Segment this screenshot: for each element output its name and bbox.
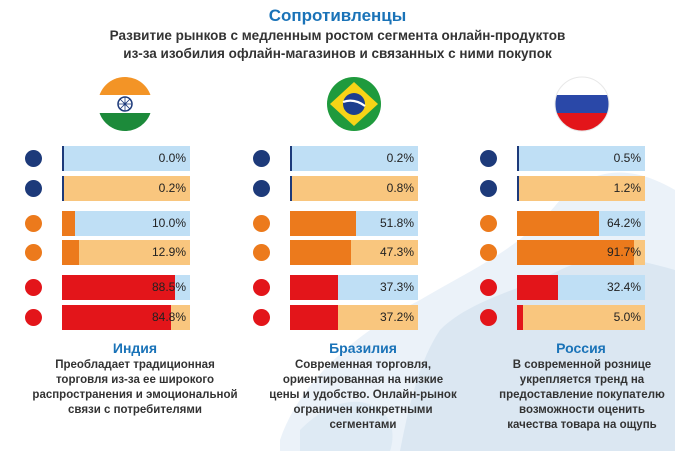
bar-track: 0.2% — [290, 146, 418, 171]
brazil-flag-icon — [327, 77, 381, 131]
description-line: возможности оценить — [519, 404, 645, 416]
bar — [290, 305, 338, 330]
legend-dot — [480, 279, 497, 296]
bar-track: 5.0% — [517, 305, 645, 330]
description-line: сегментами — [329, 419, 397, 431]
legend-dot — [253, 150, 270, 167]
bar-track: 12.9% — [62, 240, 190, 265]
legend-dot — [480, 215, 497, 232]
legend-dot — [25, 150, 42, 167]
legend-dot — [480, 244, 497, 261]
bar-track: 0.2% — [62, 176, 190, 201]
bar — [290, 146, 292, 171]
country-description-russia: В современной рознице укрепляется тренд … — [477, 358, 675, 433]
country-name-russia: Россия — [556, 340, 606, 356]
country-name-brazil: Бразилия — [329, 340, 397, 356]
bar — [517, 146, 519, 171]
bar-value-label: 0.0% — [158, 151, 186, 165]
legend-dot — [25, 180, 42, 197]
bar-track: 88.5% — [62, 275, 190, 300]
bar — [517, 240, 635, 265]
legend-dot — [253, 279, 270, 296]
description-line: предоставление покупателю — [499, 389, 665, 401]
india-flag-icon — [98, 77, 152, 131]
description-line: качества товара на ощупь — [507, 419, 657, 431]
bar-track: 0.5% — [517, 146, 645, 171]
bar-value-label: 47.3% — [379, 245, 414, 259]
page-title: Сопротивленцы — [268, 6, 407, 25]
bar-track: 84.8% — [62, 305, 190, 330]
bar-track: 37.3% — [290, 275, 418, 300]
bar — [62, 240, 79, 265]
bar-value-label: 0.2% — [158, 181, 186, 195]
bar-value-label: 37.2% — [379, 310, 414, 324]
bar-value-label: 5.0% — [613, 310, 641, 324]
bar-value-label: 32.4% — [606, 280, 641, 294]
description-line: распространения и эмоциональной — [32, 389, 238, 401]
bar-track: 0.8% — [290, 176, 418, 201]
bar-track: 32.4% — [517, 275, 645, 300]
bar-value-label: 88.5% — [151, 280, 186, 294]
bar-value-label: 0.2% — [386, 151, 414, 165]
subtitle: Развитие рынков с медленным ростом сегме… — [90, 27, 585, 63]
description-line: связи с потребителями — [68, 404, 202, 416]
legend-dot — [253, 309, 270, 326]
description-line: Преобладает традиционная — [55, 359, 215, 371]
legend-dot — [253, 180, 270, 197]
bar — [290, 176, 292, 201]
bar-value-label: 12.9% — [151, 245, 186, 259]
description-line: В современной рознице — [512, 359, 652, 371]
bar-track: 1.2% — [517, 176, 645, 201]
description-line: Современная торговля, — [294, 359, 432, 371]
legend-dot — [480, 309, 497, 326]
bar-track: 51.8% — [290, 211, 418, 236]
bar-value-label: 10.0% — [151, 216, 186, 230]
subtitle-line-1: Развитие рынков с медленным ростом сегме… — [109, 28, 566, 43]
bar-track: 91.7% — [517, 240, 645, 265]
bar — [290, 240, 351, 265]
legend-dot — [253, 215, 270, 232]
bar-value-label: 0.8% — [386, 181, 414, 195]
bar — [517, 176, 519, 201]
bar-track: 47.3% — [290, 240, 418, 265]
legend-dot — [253, 244, 270, 261]
legend-dot — [25, 244, 42, 261]
bar-value-label: 37.3% — [379, 280, 414, 294]
bar-value-label: 84.8% — [151, 310, 186, 324]
bar-value-label: 64.2% — [606, 216, 641, 230]
bar-value-label: 51.8% — [379, 216, 414, 230]
description-line: укрепляется тренд на — [519, 374, 645, 386]
bar — [290, 275, 338, 300]
country-description-india: Преобладает традиционная торговля из-за … — [30, 358, 240, 418]
bar-track: 0.0% — [62, 146, 190, 171]
bar-value-label: 1.2% — [613, 181, 641, 195]
legend-dot — [480, 150, 497, 167]
bar — [517, 275, 559, 300]
bar-track: 37.2% — [290, 305, 418, 330]
bar — [290, 211, 357, 236]
legend-dot — [25, 279, 42, 296]
bar-value-label: 91.7% — [606, 245, 641, 259]
russia-flag-icon — [554, 76, 610, 132]
description-line: торговля из-за ее широкого — [55, 374, 215, 386]
bar-track: 10.0% — [62, 211, 190, 236]
bar — [62, 176, 64, 201]
legend-dot — [25, 215, 42, 232]
bar — [62, 305, 171, 330]
legend-dot — [25, 309, 42, 326]
legend-dot — [480, 180, 497, 197]
bar — [62, 211, 75, 236]
bar — [517, 305, 524, 330]
description-line: цены и удобство. Онлайн-рынок — [269, 389, 457, 401]
bar-track: 64.2% — [517, 211, 645, 236]
bar — [517, 211, 600, 236]
subtitle-line-2: из-за изобилия офлайн-магазинов и связан… — [123, 46, 552, 61]
bar-value-label: 0.5% — [613, 151, 641, 165]
country-name-india: Индия — [112, 340, 158, 356]
description-line: ориентированная на низкие — [282, 374, 444, 386]
bar — [62, 275, 176, 300]
bar — [62, 146, 64, 171]
description-line: ограничен конкретными — [293, 404, 433, 416]
country-description-brazil: Современная торговля, ориентированная на… — [258, 358, 468, 433]
